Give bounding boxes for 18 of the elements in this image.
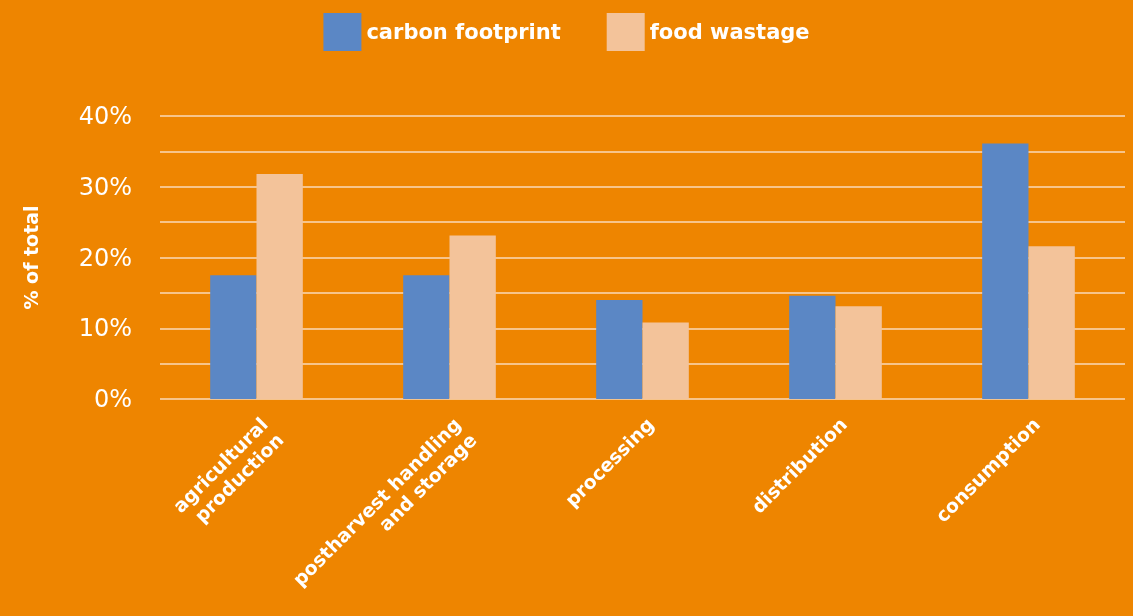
- legend-label: carbon footprint: [366, 20, 561, 44]
- legend-label: food wastage: [649, 20, 810, 44]
- y-tick-label: 10%: [78, 314, 132, 343]
- bar: [642, 322, 689, 399]
- y-tick-label: 20%: [78, 243, 132, 272]
- bar: [403, 275, 450, 399]
- bar: [789, 295, 836, 399]
- bar: [210, 275, 257, 399]
- bar: [1028, 246, 1075, 399]
- bar: [596, 299, 643, 399]
- y-tick-label: 30%: [78, 172, 132, 201]
- bar: [449, 235, 496, 399]
- y-axis-title: % of total: [19, 205, 42, 310]
- bar: [835, 306, 882, 399]
- bar: [256, 174, 303, 399]
- y-tick-label: 40%: [78, 102, 132, 130]
- bar: [982, 143, 1029, 399]
- y-tick-label: 0%: [93, 385, 132, 413]
